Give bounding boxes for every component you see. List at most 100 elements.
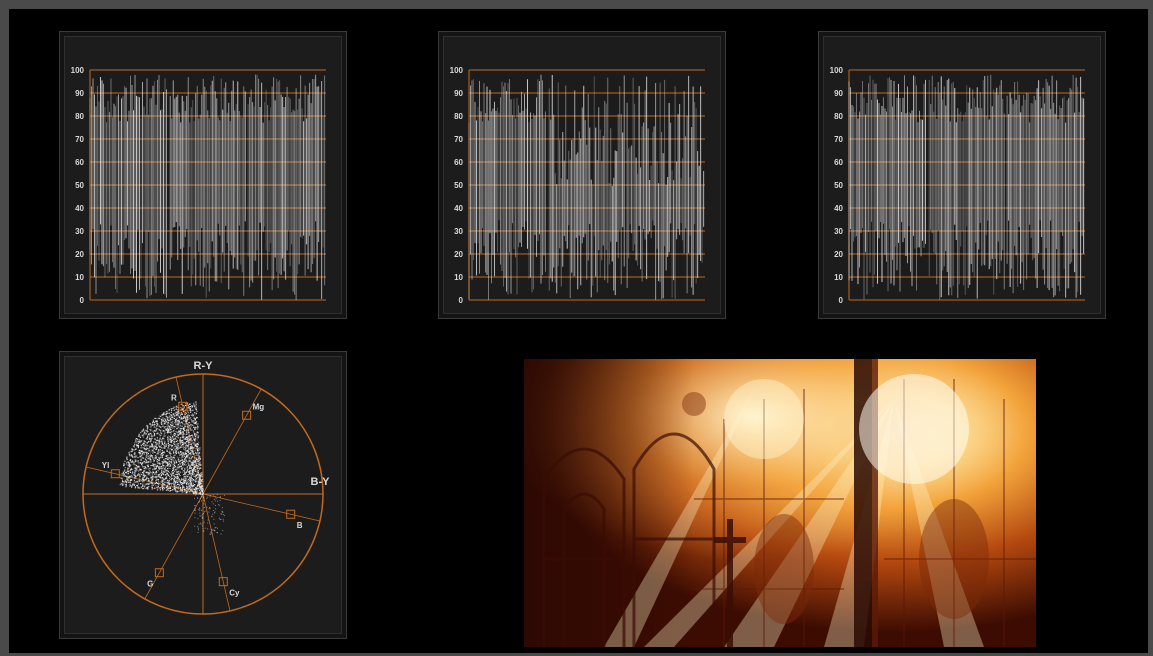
target-label: Mg <box>253 402 265 411</box>
trace-point <box>193 479 195 482</box>
trace-point <box>187 414 189 416</box>
trace-point <box>134 472 136 474</box>
trace-point <box>152 458 154 460</box>
trace-point <box>189 429 191 431</box>
trace-point <box>126 477 128 479</box>
trace-point <box>179 446 181 448</box>
trace-point <box>149 445 151 447</box>
trace-point <box>136 445 138 447</box>
trace-point <box>197 423 199 425</box>
trace-point <box>215 526 217 528</box>
target-label: R <box>171 393 177 402</box>
trace-point <box>190 483 192 485</box>
trace-point <box>129 466 131 468</box>
trace-point <box>198 449 200 451</box>
trace-point <box>147 445 149 447</box>
trace-point <box>196 427 198 429</box>
trace-point <box>161 484 163 487</box>
trace-point <box>187 442 189 444</box>
trace-point <box>175 484 177 486</box>
trace-point <box>126 464 128 466</box>
trace-point <box>157 483 160 485</box>
trace-point <box>219 519 221 520</box>
trace-point <box>145 458 147 460</box>
trace-point <box>184 452 186 454</box>
trace-point <box>192 474 194 476</box>
trace-point <box>198 493 200 495</box>
trace-point <box>177 425 179 427</box>
trace-point <box>183 448 185 450</box>
trace-point <box>167 426 169 428</box>
trace-point <box>165 477 167 479</box>
trace-point <box>197 488 199 490</box>
trace-point <box>171 435 173 437</box>
trace-point <box>167 457 169 459</box>
trace-point <box>148 454 150 456</box>
trace-point <box>212 513 214 515</box>
trace-point <box>175 443 178 445</box>
trace-point <box>162 463 164 465</box>
trace-point <box>133 457 135 459</box>
trace-point <box>162 420 164 422</box>
trace-point <box>174 475 176 477</box>
trace-point <box>189 467 191 469</box>
trace-point <box>197 482 199 484</box>
trace-point <box>151 437 153 439</box>
trace-point <box>179 438 181 440</box>
trace-point <box>182 410 185 412</box>
trace-point <box>149 433 151 435</box>
trace-point <box>180 408 182 410</box>
trace-point <box>185 473 187 475</box>
trace-point <box>177 409 179 411</box>
trace-point <box>172 467 174 470</box>
trace-point <box>182 470 184 472</box>
trace-point <box>185 453 188 455</box>
trace-point <box>200 463 202 465</box>
trace-point <box>185 447 187 450</box>
trace-point <box>194 509 196 511</box>
trace-point <box>126 473 128 475</box>
trace-point <box>156 443 158 445</box>
trace-point <box>212 503 214 505</box>
trace-point <box>176 468 178 470</box>
trace-point <box>175 438 177 440</box>
trace-point <box>166 462 168 464</box>
scale-label: 90 <box>834 89 843 98</box>
trace-point <box>187 404 189 406</box>
trace-point <box>176 420 178 422</box>
trace-point <box>176 420 178 422</box>
trace-point <box>119 484 121 486</box>
trace-point <box>188 425 190 427</box>
trace-point <box>201 509 202 511</box>
trace-point <box>178 484 180 486</box>
trace-point <box>164 441 166 443</box>
trace-point <box>210 533 212 535</box>
trace-point <box>177 440 179 442</box>
trace-point <box>158 473 160 476</box>
trace-point <box>143 453 145 455</box>
trace-point <box>134 475 136 477</box>
trace-point <box>200 482 203 484</box>
trace-point <box>127 461 129 463</box>
trace-point <box>180 488 182 491</box>
trace-point <box>213 498 215 500</box>
trace-point <box>157 449 159 451</box>
trace-point <box>142 436 144 438</box>
trace-point <box>192 486 194 488</box>
trace-point <box>198 485 200 487</box>
trace-point <box>152 477 154 479</box>
trace-point <box>174 485 176 487</box>
trace-point <box>157 443 159 445</box>
trace-point <box>160 430 162 432</box>
trace-point <box>172 427 174 429</box>
trace-point <box>195 434 197 436</box>
trace-point <box>177 424 179 426</box>
trace-point <box>151 484 153 486</box>
trace-point <box>150 480 152 482</box>
trace-point <box>139 456 141 458</box>
trace-point <box>190 489 192 491</box>
trace-point <box>148 450 150 452</box>
trace-point <box>186 407 189 409</box>
trace-point <box>185 418 187 420</box>
